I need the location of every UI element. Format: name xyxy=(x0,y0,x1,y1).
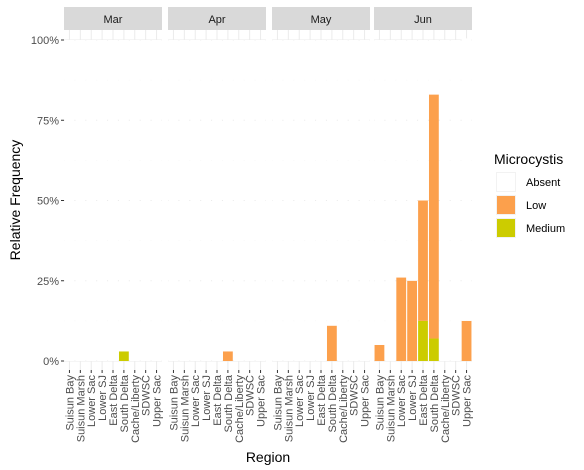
bar-absent-apr xyxy=(223,40,233,351)
bar-absent-mar xyxy=(152,40,162,361)
bar-absent-apr xyxy=(169,40,179,361)
bar-absent-mar xyxy=(130,40,140,361)
x-axis-title: Region xyxy=(246,449,290,465)
x-tick-label: Upper Sac xyxy=(360,375,372,427)
bar-absent-mar xyxy=(108,40,118,361)
bar-absent-jun xyxy=(385,40,395,361)
y-tick-label: 50% xyxy=(37,196,59,208)
bar-absent-jun xyxy=(407,40,417,281)
y-tick-label: 0% xyxy=(43,356,59,368)
bar-absent-jun xyxy=(451,40,461,361)
bar-absent-jun xyxy=(375,40,385,345)
bar-absent-jun xyxy=(462,38,472,320)
x-tick-label: Upper Sac xyxy=(462,375,474,427)
bar-absent-mar xyxy=(75,40,85,361)
x-tick-label: Upper Sac xyxy=(256,375,268,427)
bar-absent-may xyxy=(338,40,348,361)
bar-low-jun xyxy=(462,321,472,361)
bar-absent-may xyxy=(305,40,315,361)
bar-absent-apr xyxy=(190,40,200,361)
legend-key-absent xyxy=(497,173,515,191)
bar-medium-jun xyxy=(429,339,439,361)
bar-absent-mar xyxy=(141,40,151,361)
bar-low-jun xyxy=(429,95,439,339)
bar-absent-jun xyxy=(396,40,406,278)
bar-absent-may xyxy=(327,40,337,326)
bar-absent-mar xyxy=(86,40,96,361)
bar-low-jun xyxy=(375,345,385,361)
legend-label: Low xyxy=(526,200,546,212)
bar-low-apr xyxy=(223,351,233,361)
bar-absent-apr xyxy=(212,40,222,361)
bar-absent-mar xyxy=(119,40,129,351)
bar-absent-jun xyxy=(418,40,428,201)
bar-absent-may xyxy=(283,40,293,361)
bar-absent-may xyxy=(294,40,304,361)
facet-strip-label: May xyxy=(311,14,332,26)
y-tick-label: 25% xyxy=(37,276,59,288)
legend-label: Medium xyxy=(526,223,565,235)
bar-low-jun xyxy=(418,201,428,321)
y-tick-label: 100% xyxy=(31,35,59,47)
bar-absent-apr xyxy=(234,40,244,361)
bar-absent-apr xyxy=(245,40,255,361)
legend-key-medium xyxy=(497,219,515,237)
bar-medium-mar xyxy=(119,351,129,361)
bar-absent-mar xyxy=(97,40,107,361)
bar-absent-may xyxy=(316,40,326,361)
facet-strip-label: Jun xyxy=(414,14,432,26)
x-tick-label: Upper Sac xyxy=(152,375,164,427)
bar-low-jun xyxy=(407,281,417,361)
facet-strip-label: Apr xyxy=(208,14,225,26)
legend-key-low xyxy=(497,196,515,214)
bar-absent-may xyxy=(349,40,359,361)
bar-absent-may xyxy=(273,40,283,361)
bar-low-jun xyxy=(396,278,406,361)
bar-medium-jun xyxy=(418,321,428,361)
legend-title: Microcystis xyxy=(494,151,563,167)
bar-absent-mar xyxy=(65,40,75,361)
bar-absent-apr xyxy=(256,40,266,361)
facet-strip-label: Mar xyxy=(104,14,123,26)
bar-low-may xyxy=(327,326,337,361)
bar-absent-jun xyxy=(440,40,450,361)
y-axis-title: Relative Frequency xyxy=(7,140,23,261)
bar-absent-apr xyxy=(179,40,189,361)
bar-absent-apr xyxy=(201,40,211,361)
y-tick-label: 75% xyxy=(37,115,59,127)
bar-absent-jun xyxy=(429,40,439,95)
legend-label: Absent xyxy=(526,177,560,189)
bar-absent-may xyxy=(360,40,370,361)
